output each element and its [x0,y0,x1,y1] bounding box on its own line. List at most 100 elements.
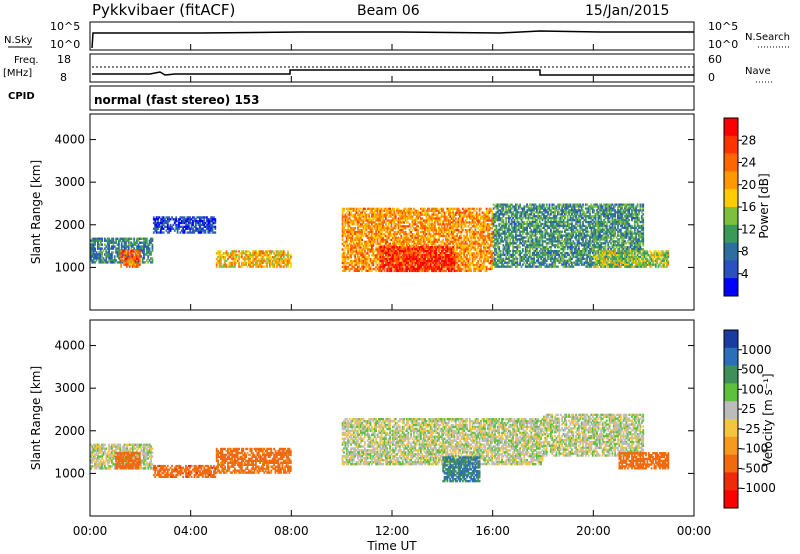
heatmap-cell [516,250,519,253]
heatmap-cell [424,263,426,267]
heatmap-cell [383,240,386,243]
heatmap-cell [503,226,506,229]
heatmap-cell [359,240,362,243]
heatmap-cell [399,215,401,218]
heatmap-cell [211,223,214,227]
heatmap-cell [464,258,467,261]
heatmap-cell [536,242,538,245]
heatmap-cell [94,249,96,252]
heatmap-cell [410,246,412,249]
heatmap-cell [429,246,432,249]
heatmap-cell [447,229,450,232]
heatmap-cell [121,250,124,253]
heatmap-cell [460,213,463,216]
heatmap-cell [358,207,361,210]
heatmap-cell [130,247,133,250]
heatmap-cell [350,263,352,267]
heatmap-cell [464,265,467,269]
heatmap-cell [143,243,145,246]
heatmap-cell [450,227,453,230]
heatmap-cell [399,265,401,269]
heatmap-cell [238,257,240,261]
heatmap-cell [478,211,481,214]
heatmap-cell [397,213,400,216]
heatmap-cell [425,254,428,257]
heatmap-cell [481,265,484,269]
heatmap-cell [526,213,528,216]
heatmap-cell [362,248,365,251]
heatmap-cell [505,238,507,241]
heatmap-cell [436,217,439,220]
heatmap-cell [429,250,432,253]
heatmap-cell [477,246,480,249]
heatmap-cell [408,229,411,232]
heatmap-cell [371,207,373,210]
heatmap-cell [126,261,128,264]
heatmap-cell [537,240,540,243]
heatmap-cell [450,269,453,273]
heatmap-cell [526,244,528,247]
heatmap-cell [471,234,474,238]
heatmap-cell [189,231,192,234]
heatmap-cell [193,225,196,228]
heatmap-cell [345,262,348,265]
heatmap-cell [192,220,194,223]
heatmap-cell [495,261,498,264]
heatmap-cell [459,242,461,245]
heatmap-cell [450,252,453,255]
heatmap-cell [120,261,123,264]
heatmap-cell [468,240,471,243]
heatmap-cell [162,221,165,225]
heatmap-cell [380,238,383,241]
heatmap-cell [520,265,523,268]
heatmap-cell [529,261,531,264]
heatmap-cell [460,231,463,234]
heatmap-cell [480,229,482,232]
heatmap-cell [355,219,358,222]
heatmap-cell [183,218,186,221]
heatmap-cell [389,250,391,253]
heatmap-cell [109,253,112,256]
heatmap-cell [422,263,425,267]
heatmap-cell [403,250,405,253]
heatmap-cell [401,229,404,232]
heatmap-cell [516,257,519,260]
heatmap-cell [365,244,368,247]
heatmap-cell [482,211,485,214]
heatmap-cell [169,218,172,221]
heatmap-cell [429,238,432,241]
heatmap-cell [415,259,418,263]
heatmap-cell [524,255,527,259]
heatmap-cell [461,246,464,249]
heatmap-cell [343,209,345,212]
heatmap-cell [407,256,410,259]
heatmap-cell [498,219,501,222]
heatmap-cell [421,207,424,210]
heatmap-cell [406,219,408,222]
heatmap-cell [95,251,98,254]
heatmap-cell [385,238,387,241]
heatmap-cell [389,215,391,218]
heatmap-cell [480,265,482,269]
heatmap-cell [362,215,365,218]
heatmap-cell [257,259,260,263]
heatmap-cell [533,217,535,220]
heatmap-cell [394,259,397,263]
heatmap-cell [460,263,463,267]
heatmap-cell [495,240,498,243]
heatmap-cell [440,229,443,232]
heatmap-cell [368,219,370,222]
heatmap-cell [446,252,449,255]
heatmap-cell [271,261,274,264]
heatmap-cell [403,262,405,265]
heatmap-cell [278,259,281,263]
heatmap-cell [498,234,501,237]
heatmap-cell [501,226,503,229]
heatmap-cell [527,250,530,253]
heatmap-cell [459,254,461,257]
heatmap-cell [529,226,531,229]
heatmap-cell [214,221,217,225]
heatmap-cell [439,252,442,255]
heatmap-cell [474,240,477,243]
heatmap-cell [252,265,254,268]
